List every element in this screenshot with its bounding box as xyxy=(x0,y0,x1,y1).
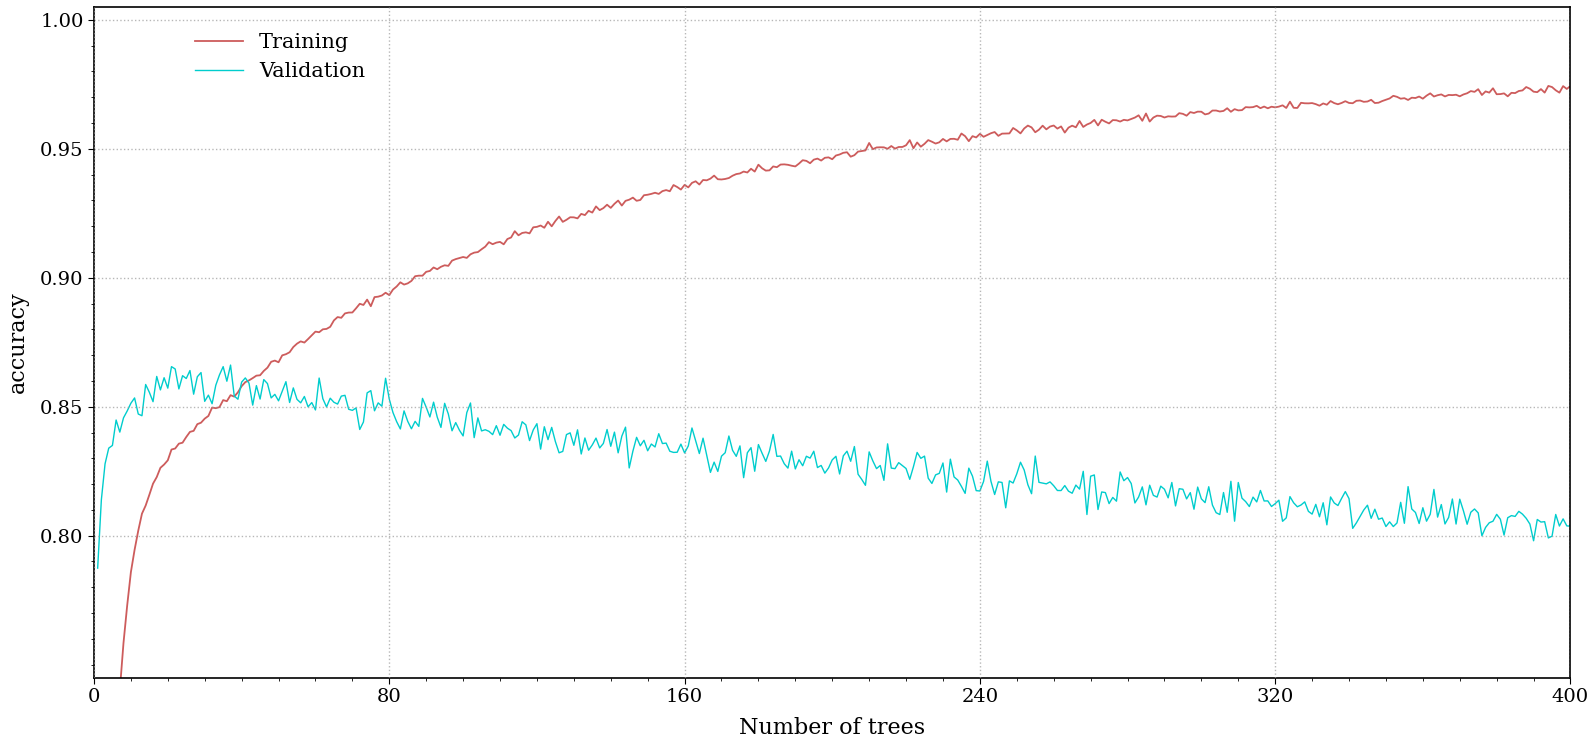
Validation xyxy=(1162,478,1181,487)
Training xyxy=(672,185,691,194)
Training xyxy=(265,356,284,365)
Validation xyxy=(220,360,239,369)
Training xyxy=(568,214,587,223)
Validation xyxy=(1156,485,1175,494)
Validation xyxy=(88,564,107,573)
Validation xyxy=(1018,480,1037,489)
Training xyxy=(1015,124,1034,133)
X-axis label: Number of trees: Number of trees xyxy=(739,717,926,739)
Line: Validation: Validation xyxy=(97,365,1570,568)
Line: Training: Training xyxy=(97,86,1570,691)
Legend: Training, Validation: Training, Validation xyxy=(185,23,375,90)
Training xyxy=(1159,112,1178,121)
Validation xyxy=(571,450,591,459)
Training xyxy=(88,686,107,695)
Training xyxy=(1539,81,1558,90)
Validation xyxy=(1561,521,1580,530)
Training xyxy=(1151,111,1170,120)
Y-axis label: accuracy: accuracy xyxy=(6,292,29,393)
Validation xyxy=(270,396,289,405)
Training xyxy=(1561,81,1580,90)
Validation xyxy=(675,448,694,457)
